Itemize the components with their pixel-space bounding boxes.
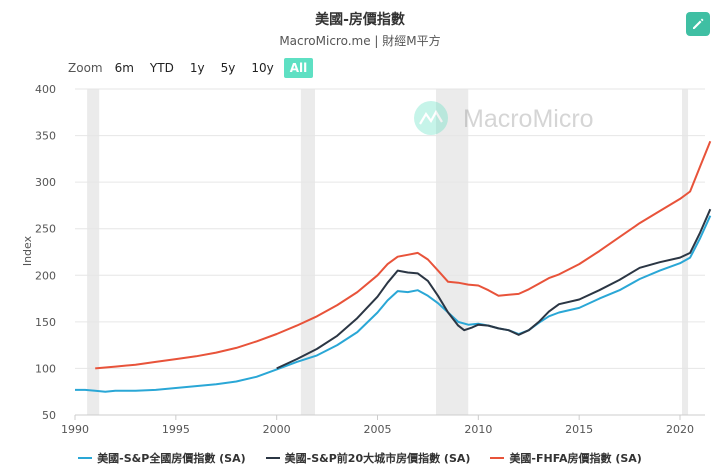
y-tick-label: 200 <box>35 269 56 282</box>
watermark: MacroMicro <box>414 101 594 135</box>
zoom-10y-button[interactable]: 10y <box>251 61 274 75</box>
legend-label: 美國-FHFA房價指數 (SA) <box>509 452 642 465</box>
watermark-logo-icon <box>414 101 448 135</box>
x-tick-label: 2020 <box>666 423 694 436</box>
y-axis-label: Index <box>21 235 34 266</box>
y-tick-label: 250 <box>35 223 56 236</box>
zoom-6m-button[interactable]: 6m <box>114 61 134 75</box>
pencil-icon <box>693 18 704 29</box>
watermark-logo-mark <box>419 109 443 125</box>
legend-swatch <box>78 457 93 459</box>
y-tick-label: 100 <box>35 362 56 375</box>
series-line-1 <box>276 208 712 370</box>
legend-item-fhfa[interactable]: 美國-FHFA房價指數 (SA) <box>490 450 642 466</box>
zoom-1y-button[interactable]: 1y <box>189 61 205 75</box>
watermark-text: MacroMicro <box>463 105 594 133</box>
zoom-all-button[interactable]: All <box>283 58 314 78</box>
series-line-2 <box>95 140 712 370</box>
zoom-label: Zoom <box>68 61 103 75</box>
legend-label: 美國-S&P前20大城市房價指數 (SA) <box>284 452 471 465</box>
x-tick-label: 2005 <box>364 423 392 436</box>
legend-swatch <box>265 457 280 459</box>
recession-band <box>300 89 315 415</box>
recession-band <box>435 89 469 415</box>
recession-band <box>87 89 100 415</box>
zoom-ytd-button[interactable]: YTD <box>149 61 174 75</box>
axes: 50 100 150 200 250 300 350 400 1990 1995 2000 2005 2… <box>35 83 705 436</box>
x-tick-label: 2010 <box>464 423 492 436</box>
y-tick-label: 400 <box>35 83 56 96</box>
gridlines <box>75 88 705 416</box>
zoom-bar: Zoom 6m YTD 1y 5y 10y All <box>68 57 317 79</box>
zoom-5y-button[interactable]: 5y <box>220 61 236 75</box>
y-tick-label: 150 <box>35 316 56 329</box>
legend-label: 美國-S&P全國房價指數 (SA) <box>97 452 246 465</box>
legend-swatch <box>490 457 505 459</box>
legend-item-sp-20-city[interactable]: 美國-S&P前20大城市房價指數 (SA) <box>265 450 471 466</box>
y-tick-label: 300 <box>35 176 56 189</box>
x-tick-label: 2015 <box>565 423 593 436</box>
y-tick-label: 350 <box>35 130 56 143</box>
series-line-0 <box>75 215 712 393</box>
recession-bands <box>87 89 689 415</box>
x-tick-label: 1995 <box>162 423 190 436</box>
recession-band <box>682 89 689 415</box>
legend: 美國-S&P全國房價指數 (SA) 美國-S&P前20大城市房價指數 (SA) … <box>0 450 720 466</box>
chart-title: 美國-房價指數 <box>315 12 405 28</box>
chart-subtitle: MacroMicro.me | 財經M平方 <box>279 34 441 48</box>
x-tick-label: 1990 <box>61 423 89 436</box>
edit-button[interactable] <box>686 12 710 36</box>
series-lines <box>75 140 712 393</box>
x-tick-label: 2000 <box>263 423 291 436</box>
y-tick-label: 50 <box>42 409 56 422</box>
legend-item-sp-national[interactable]: 美國-S&P全國房價指數 (SA) <box>78 450 246 466</box>
